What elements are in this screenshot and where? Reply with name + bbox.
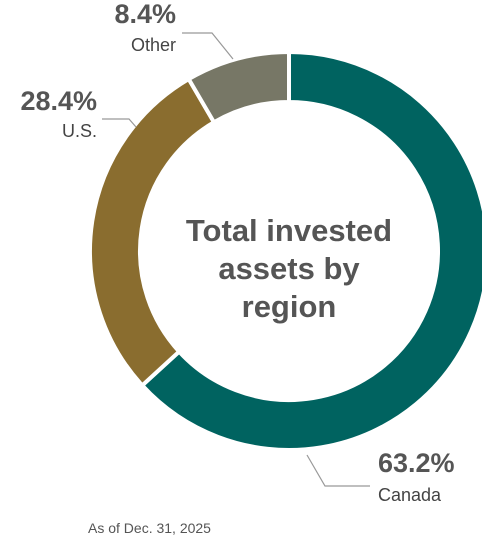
chart-title: Total invested assets by region xyxy=(185,213,393,324)
value-label: 8.4% xyxy=(114,0,176,29)
value-label: 63.2% xyxy=(378,448,455,478)
leader-line xyxy=(182,32,234,60)
category-label: Canada xyxy=(378,485,442,505)
leader-line xyxy=(102,118,137,128)
category-label: Other xyxy=(131,35,176,55)
category-label: U.S. xyxy=(62,121,97,141)
footnote: As of Dec. 31, 2025 xyxy=(88,520,211,536)
leader-line xyxy=(306,454,370,487)
value-label: 28.4% xyxy=(20,86,97,116)
donut-slice xyxy=(186,50,291,125)
donut-slice xyxy=(140,50,482,452)
